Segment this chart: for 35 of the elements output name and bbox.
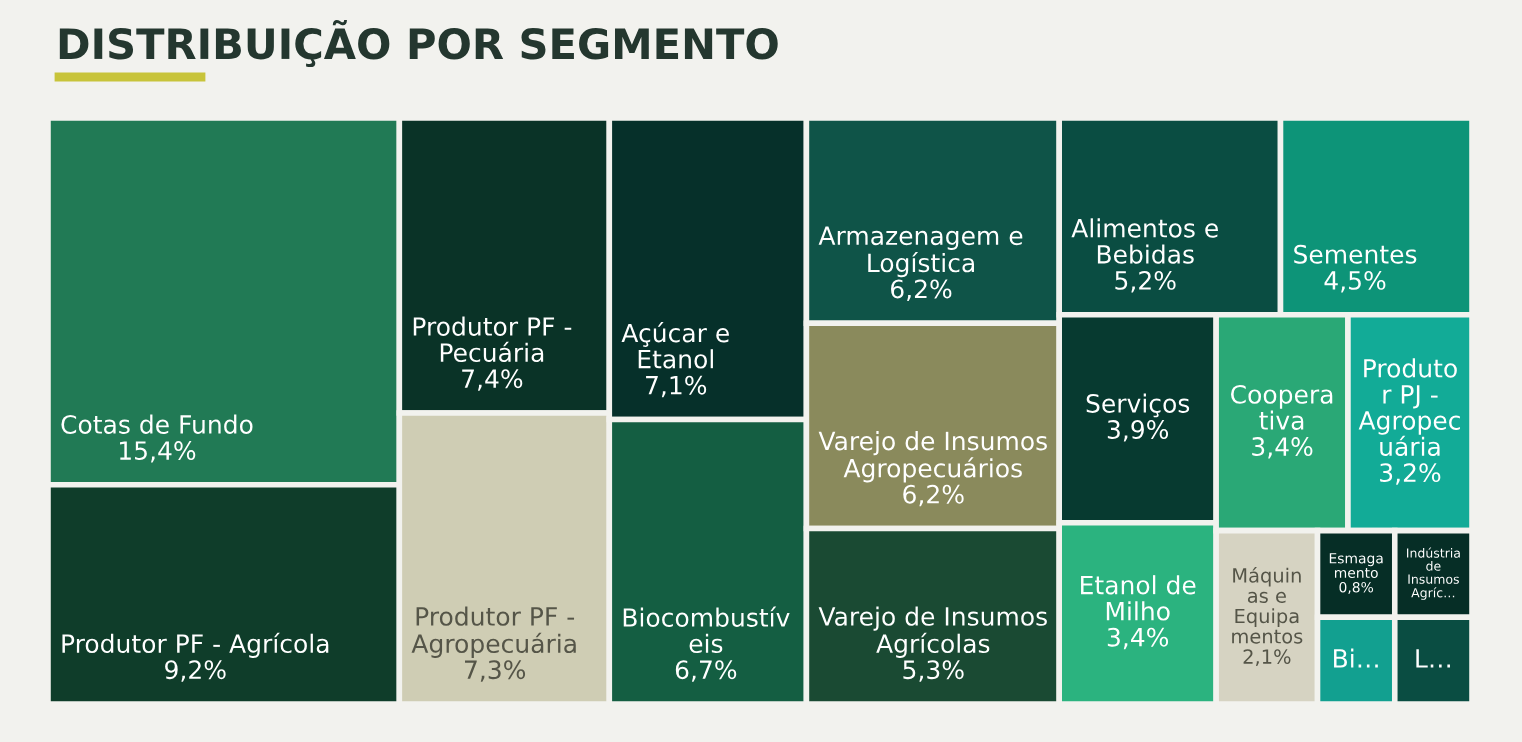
data-label: 9,2% <box>165 660 226 682</box>
data-label: 6,7% <box>675 660 737 682</box>
data-label: 5,2% <box>1115 270 1176 293</box>
category-label: Produtor PF - Agropecuária <box>411 606 576 658</box>
data-label: 7,1% <box>646 375 707 398</box>
category-label: Produtor PJ - Agropecuária <box>1358 358 1460 456</box>
category-label: L… <box>1416 649 1450 668</box>
category-label: Alimentos e Bebidas <box>1071 218 1218 264</box>
category-label: Varejo de Insumos Agrícolas <box>818 606 1047 658</box>
category-label: Produtor PF - Agrícola <box>62 632 329 658</box>
data-label: 15,4% <box>119 441 196 463</box>
data-label: 6,2% <box>903 484 964 507</box>
data-label: 4,5% <box>1324 270 1386 293</box>
category-label: Produtor PF - Pecuária <box>413 316 572 363</box>
data-label: 3,9% <box>1107 420 1169 442</box>
category-label: Biocombustíveis <box>623 606 790 654</box>
category-label: Açúcar e Etanol <box>621 322 729 369</box>
text: DISTRIBUIÇÃO POR SEGMENTO <box>59 19 778 68</box>
data-label: 6,2% <box>891 279 952 301</box>
category-label: Bi… <box>1334 648 1378 668</box>
data-label: 3,2% <box>1380 463 1441 485</box>
category-label: Cotas de Fundo <box>61 414 253 434</box>
data-label: 2,1% <box>1243 649 1291 666</box>
category-label: Varejo de Insumos Agropecuários <box>818 431 1047 483</box>
category-label: Sementes <box>1294 244 1417 264</box>
data-label: 7,4% <box>462 369 523 391</box>
data-label: 7,3% <box>465 660 526 682</box>
category-label: Máquinas e Equipamentos <box>1232 566 1303 644</box>
category-label: Serviços <box>1086 393 1190 418</box>
data-label: 5,3% <box>903 660 964 682</box>
category-label: Armazenagem e Logística <box>818 226 1023 278</box>
data-label: 3,4% <box>1252 437 1313 459</box>
category-label: Cooperativa <box>1231 384 1333 430</box>
data-label: 3,4% <box>1107 627 1169 650</box>
category-label: Etanol de Milho <box>1081 575 1196 621</box>
